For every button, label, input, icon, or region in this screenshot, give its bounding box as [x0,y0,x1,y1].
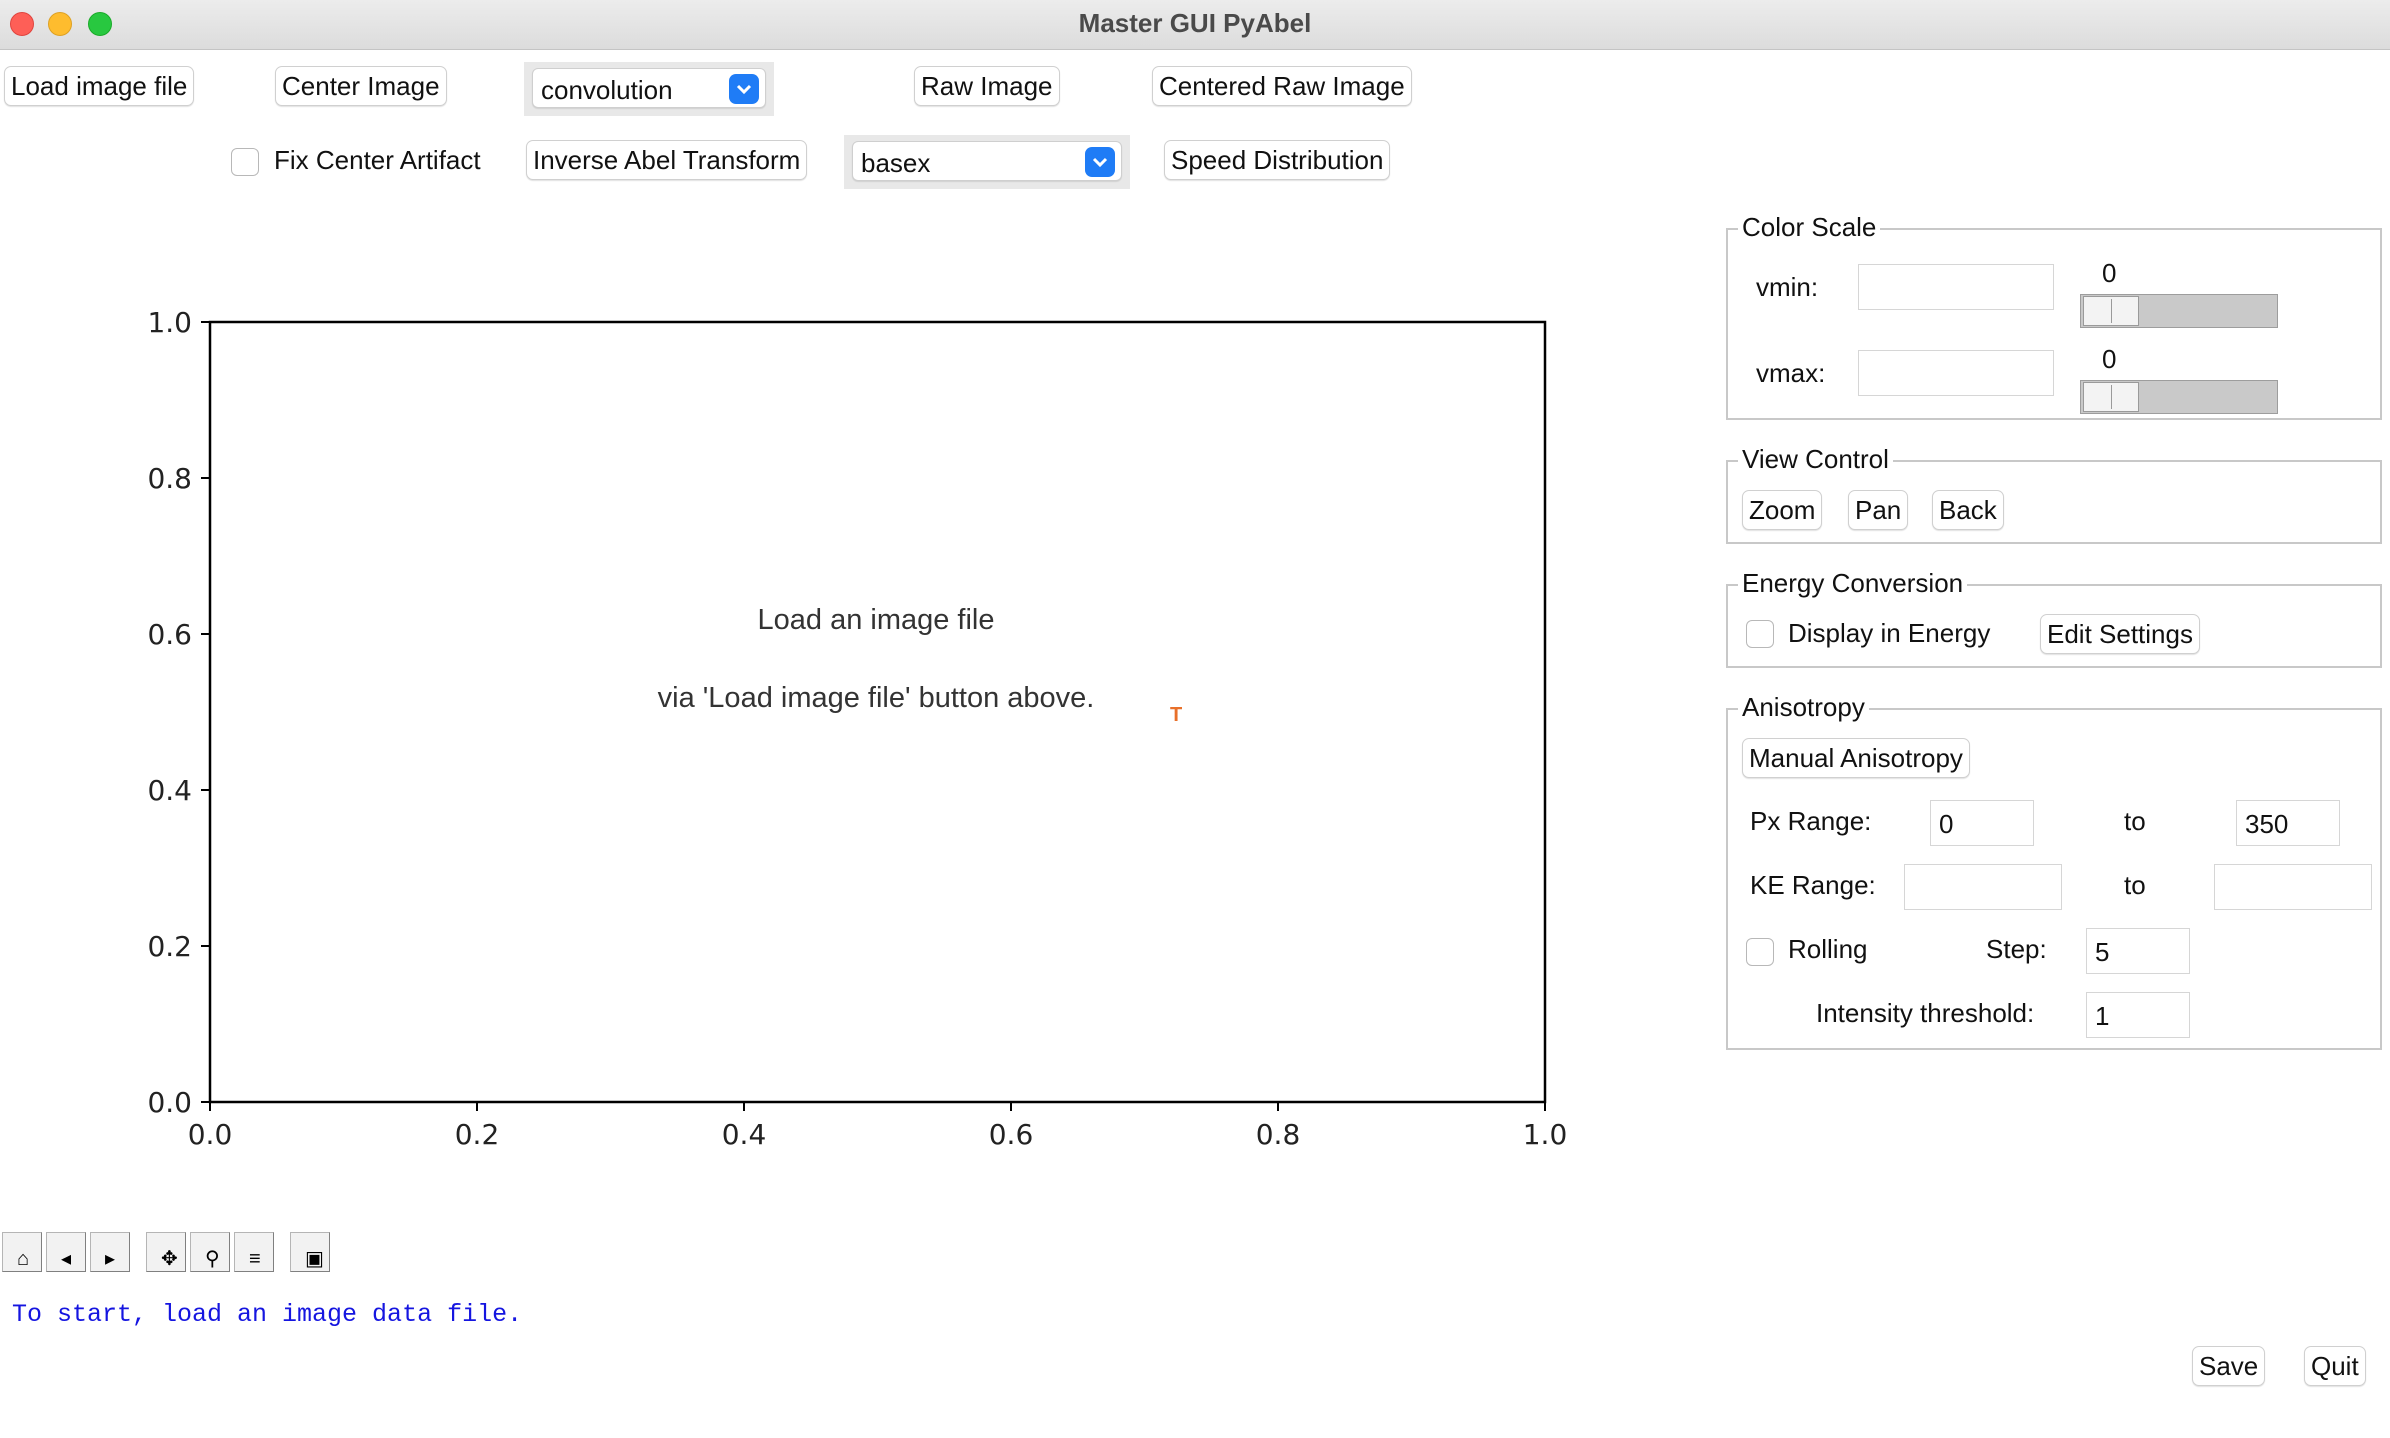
energy-conversion-title: Energy Conversion [1738,568,1968,599]
vmin-input[interactable] [1858,264,2054,310]
x-axis: 0.0 0.2 0.4 0.6 0.8 1.0 [188,1102,1568,1151]
save-button[interactable]: Save [2192,1346,2266,1386]
save-figure-icon: ▣ [305,1248,324,1270]
fix-center-artifact-label: Fix Center Artifact [274,145,481,175]
subplots-button[interactable]: ≡ [234,1232,274,1272]
plot-message-line-2: via 'Load image file' button above. [657,682,1095,714]
forward-icon: ▸ [105,1248,116,1270]
pan-button[interactable]: Pan [1848,490,1909,530]
ke-range-from-input[interactable] [1904,864,2062,910]
y-tick-label: 0.8 [147,462,192,495]
view-control-title: View Control [1738,444,1893,475]
window-title: Master GUI PyAbel [1078,8,1312,38]
transform-method-value: basex [861,148,931,178]
center-image-button[interactable]: Center Image [275,66,447,106]
manual-anisotropy-button[interactable]: Manual Anisotropy [1742,738,1970,778]
px-range-from-input[interactable]: 0 [1930,800,2034,846]
y-tick-label: 0.4 [147,774,192,807]
px-range-to-input[interactable]: 350 [2236,800,2340,846]
vmax-slider-value: 0 [2102,344,2117,374]
intensity-threshold-input[interactable]: 1 [2086,992,2190,1038]
step-input[interactable]: 5 [2086,928,2190,974]
minimize-window-button[interactable] [48,12,72,36]
home-icon: ⌂ [17,1248,30,1270]
center-method-select-wrap: convolution [524,62,774,116]
y-tick-label: 1.0 [147,306,192,339]
zoom-icon: ⚲ [205,1248,220,1270]
back-button[interactable]: Back [1932,490,2004,530]
display-in-energy-checkbox[interactable] [1746,620,1774,648]
x-tick-label: 0.8 [1256,1118,1301,1151]
x-tick-label: 0.6 [989,1118,1034,1151]
color-scale-group: Color Scale vmin: 0 vmax: 0 [1726,212,2382,420]
zoom-button[interactable]: ⚲ [190,1232,230,1272]
home-button[interactable]: ⌂ [2,1232,42,1272]
pan-button[interactable]: ✥ [146,1232,186,1272]
inverse-abel-transform-button[interactable]: Inverse Abel Transform [526,140,808,180]
quit-button[interactable]: Quit [2304,1346,2366,1386]
y-tick-label: 0.6 [147,618,192,651]
transform-method-select-wrap: basex [844,135,1130,189]
back-button[interactable]: ◂ [46,1232,86,1272]
status-message: To start, load an image data file. [12,1300,523,1329]
pan-icon: ✥ [161,1248,178,1270]
display-in-energy-label: Display in Energy [1788,618,1991,648]
vmin-slider-thumb[interactable] [2083,296,2139,326]
view-control-group: View Control Zoom Pan Back [1726,444,2382,544]
vmax-slider-thumb[interactable] [2083,382,2139,412]
rolling-label: Rolling [1788,934,1868,964]
plot-marker: T [1170,704,1183,726]
transform-method-select[interactable]: basex [852,141,1122,181]
rolling-checkbox[interactable] [1746,938,1774,966]
save-figure-button[interactable]: ▣ [290,1232,330,1272]
forward-button[interactable]: ▸ [90,1232,130,1272]
close-window-button[interactable] [10,12,34,36]
plot-axes-frame [208,320,1547,1104]
center-method-value: convolution [541,75,673,105]
vmax-input[interactable] [1858,350,2054,396]
x-tick-label: 0.0 [188,1118,233,1151]
plot-canvas[interactable]: 0.0 0.2 0.4 0.6 0.8 1.0 0.0 0.2 0.4 0.6 0.8 1.0 [0,0,1680,1200]
x-tick-label: 0.2 [455,1118,500,1151]
ke-range-label: KE Range: [1750,870,1876,900]
color-scale-title: Color Scale [1738,212,1881,243]
ke-range-to-label: to [2124,870,2146,900]
x-tick-label: 0.4 [722,1118,767,1151]
centered-raw-image-button[interactable]: Centered Raw Image [1152,66,1412,106]
px-range-to-label: to [2124,806,2146,836]
anisotropy-group: Anisotropy Manual Anisotropy Px Range: 0… [1726,692,2382,1050]
px-range-label: Px Range: [1750,806,1872,836]
load-image-button[interactable]: Load image file [4,66,195,106]
ke-range-to-input[interactable] [2214,864,2372,910]
title-bar: Master GUI PyAbel [0,0,2390,50]
speed-distribution-button[interactable]: Speed Distribution [1164,140,1391,180]
step-label: Step: [1986,934,2047,964]
intensity-threshold-label: Intensity threshold: [1816,998,2035,1028]
raw-image-button[interactable]: Raw Image [914,66,1060,106]
fix-center-artifact-checkbox[interactable] [231,148,259,176]
plot-message-line-1: Load an image file [757,604,995,636]
zoom-button[interactable]: Zoom [1742,490,1823,530]
chevron-down-icon [729,74,759,104]
chevron-down-icon [1085,147,1115,177]
subplots-icon: ≡ [249,1248,261,1270]
maximize-window-button[interactable] [88,12,112,36]
y-axis: 0.0 0.2 0.4 0.6 0.8 1.0 [147,306,210,1119]
vmax-label: vmax: [1756,358,1826,388]
y-tick-label: 0.0 [147,1086,192,1119]
energy-conversion-group: Energy Conversion Display in Energy Edit… [1726,568,2382,668]
vmax-slider[interactable] [2080,380,2278,414]
edit-settings-button[interactable]: Edit Settings [2040,614,2200,654]
vmin-label: vmin: [1756,272,1819,302]
vmin-slider[interactable] [2080,294,2278,328]
back-icon: ◂ [61,1248,72,1270]
y-tick-label: 0.2 [147,930,192,963]
center-method-select[interactable]: convolution [532,68,766,108]
x-tick-label: 1.0 [1523,1118,1568,1151]
vmin-slider-value: 0 [2102,258,2117,288]
anisotropy-title: Anisotropy [1738,692,1869,723]
